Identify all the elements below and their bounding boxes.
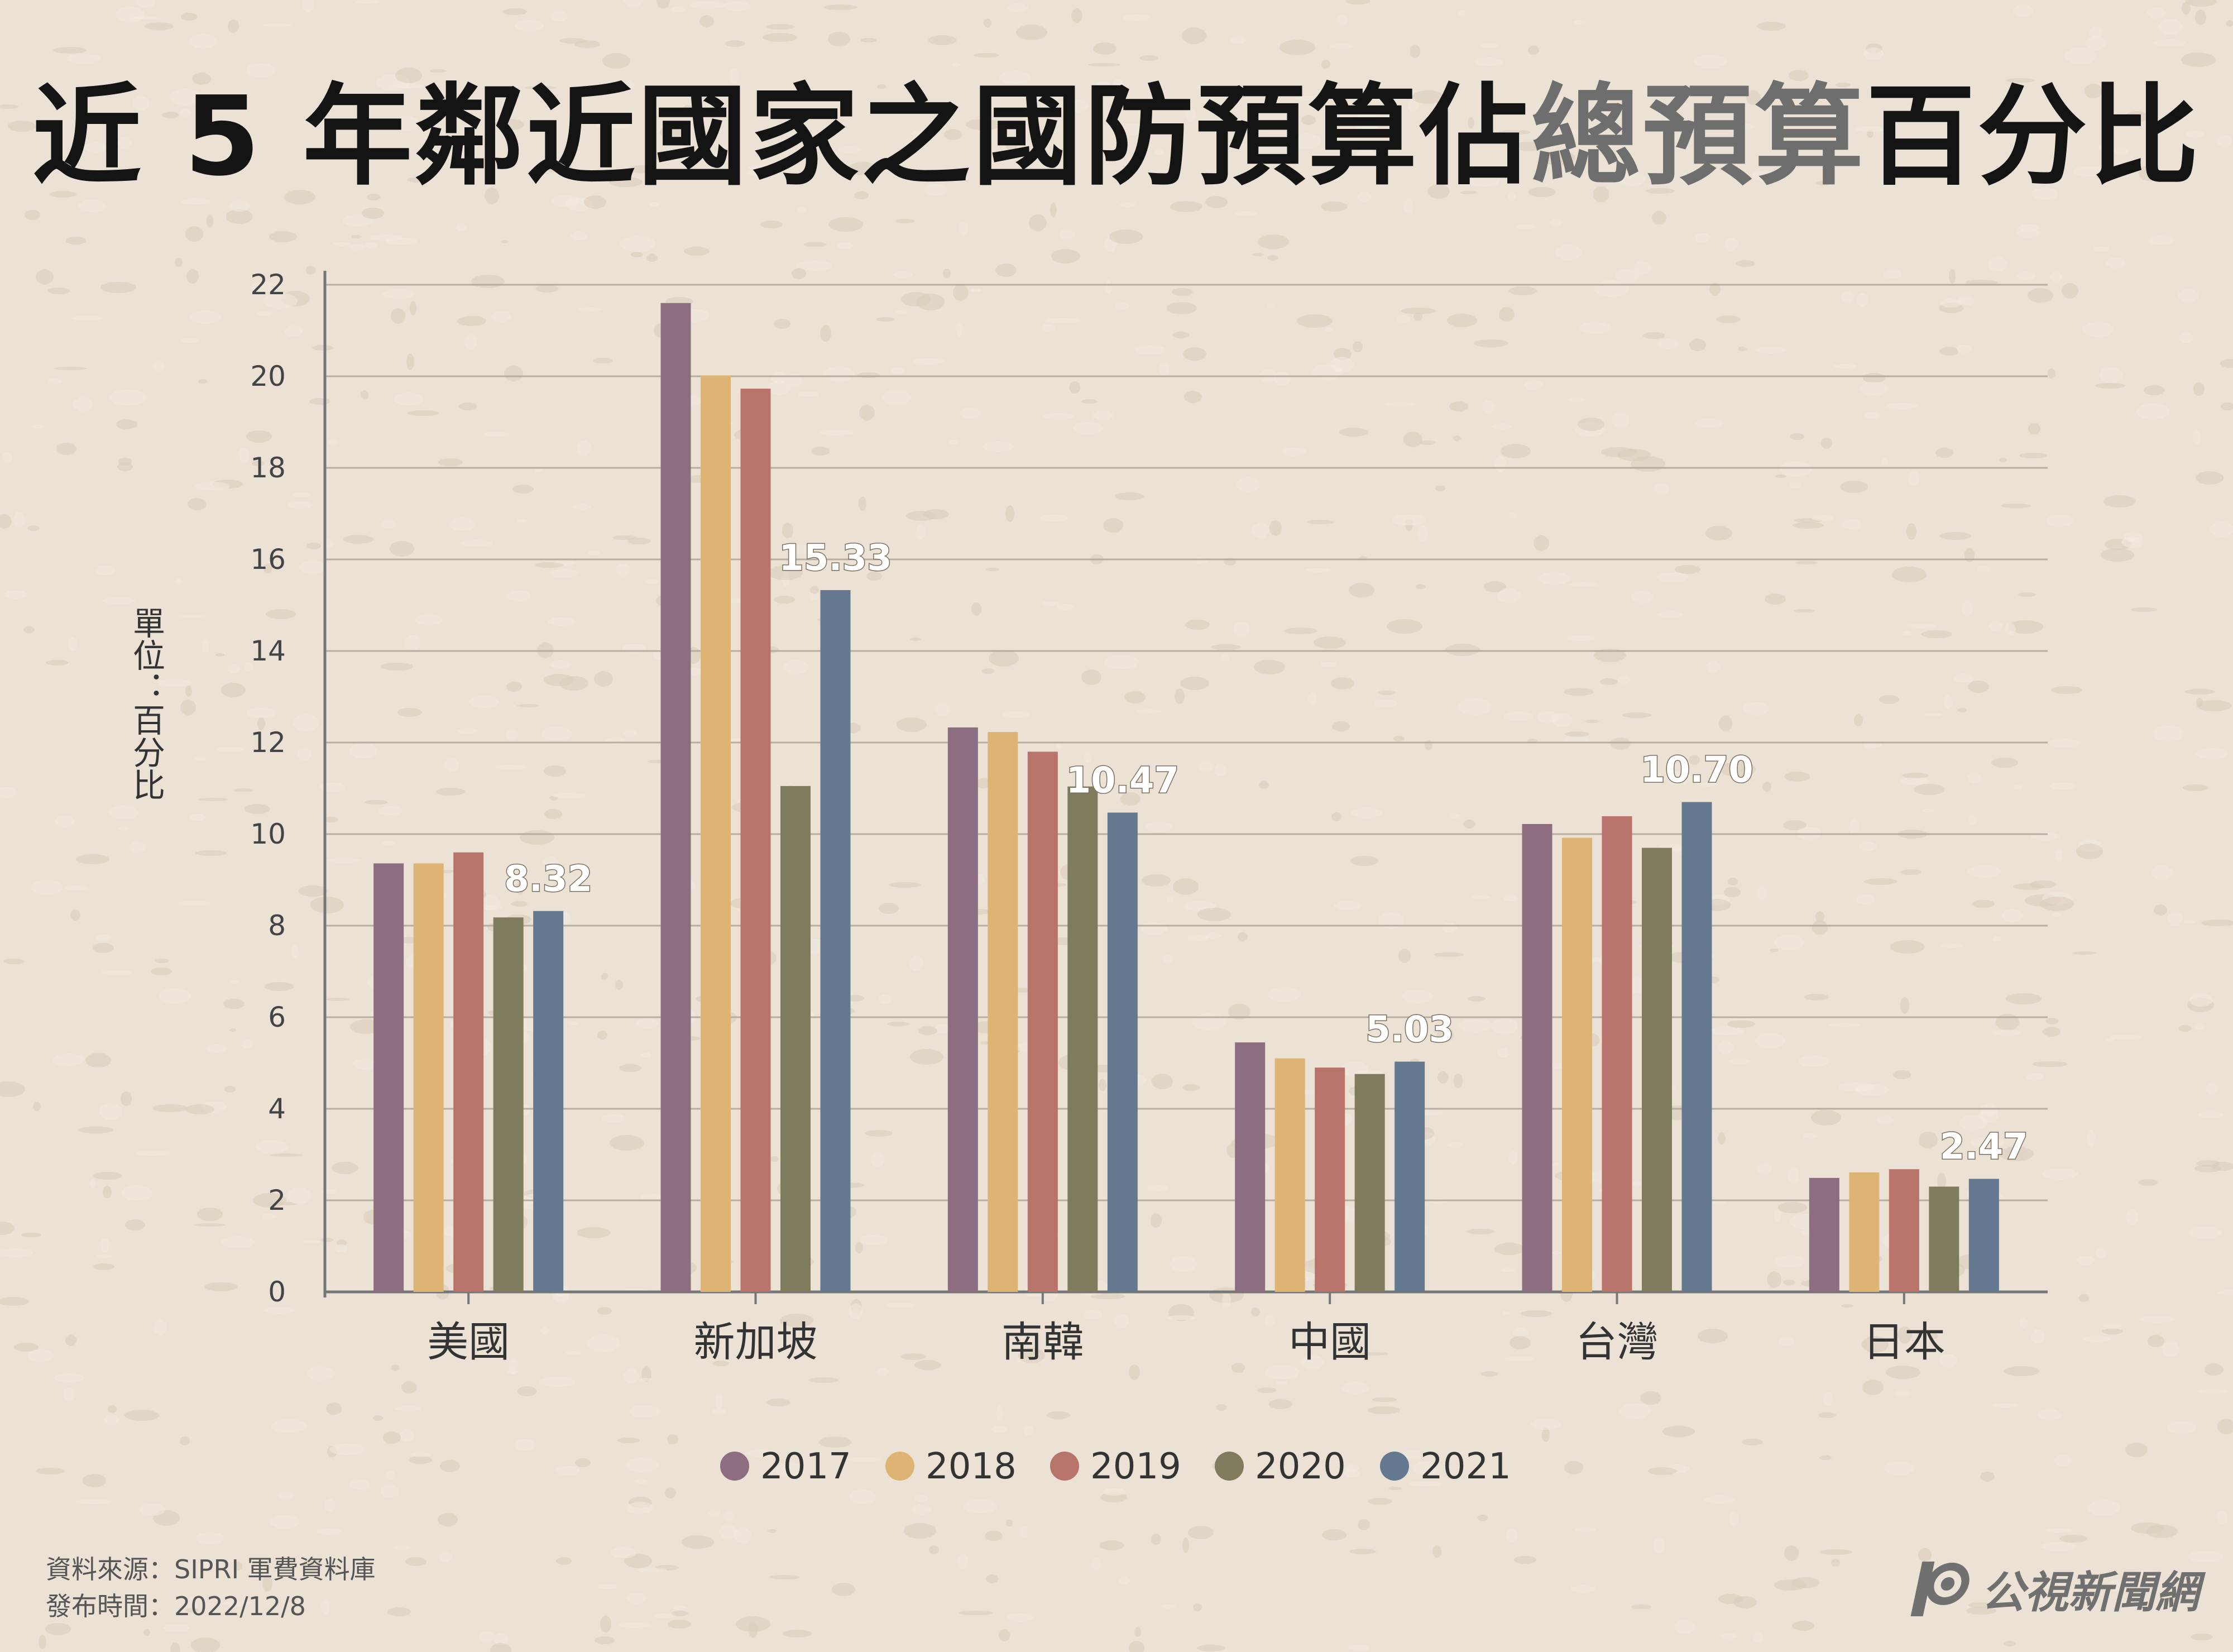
y-tick-label: 14 [250,635,286,667]
legend-marker-2019 [1050,1452,1079,1481]
bar-2017 [660,303,691,1292]
title-part-2: 百分比 [1866,73,2201,200]
legend-label: 2020 [1255,1446,1346,1487]
x-tick-label: 美國 [427,1318,510,1366]
bar-2021 [1968,1179,1999,1292]
bar-2018 [1274,1058,1305,1292]
bar-2017 [1809,1177,1839,1292]
x-tick-label: 新加坡 [694,1318,818,1366]
bar-2020 [1642,847,1672,1292]
y-tick-label: 6 [268,1001,286,1033]
bar-2018 [701,375,731,1292]
y-tick-label: 22 [250,269,286,301]
y-tick-label: 20 [250,360,286,392]
x-tick-label: 日本 [1863,1318,1946,1366]
legend-label: 2018 [926,1446,1017,1487]
bar-2018 [1562,837,1592,1292]
title-part-1: 近 5 年鄰近國家之國防預算佔 [32,73,1531,200]
bar-2021 [1681,802,1712,1292]
legend-marker-2017 [720,1452,749,1481]
legend-marker-2018 [885,1452,914,1481]
x-tick-label: 台灣 [1576,1318,1659,1366]
bar-2019 [453,852,484,1292]
pts-news-logo: 公視新聞網 [1910,1558,2200,1620]
bar-2019 [1027,751,1058,1292]
legend-marker-2020 [1215,1452,1244,1481]
y-axis-label: 單位：百分比 [127,606,165,801]
legend-label: 2019 [1090,1446,1181,1487]
y-tick-label: 2 [268,1184,286,1217]
chart-title: 近 5 年鄰近國家之國防預算佔總預算百分比 [0,48,2233,206]
legend-label: 2017 [760,1446,851,1487]
y-tick-label: 10 [250,818,286,850]
bar-2021 [820,590,851,1292]
legend-marker-2021 [1380,1452,1409,1481]
pts-logo-icon [1905,1558,1980,1620]
bar-2018 [988,732,1018,1292]
data-label: 2.47 [1940,1126,2028,1167]
data-label: 15.33 [779,538,892,579]
bar-2017 [947,727,978,1292]
bar-2018 [1849,1172,1880,1292]
y-tick-label: 18 [250,452,286,484]
bar-2021 [1395,1061,1425,1292]
bar-2020 [1929,1186,1959,1292]
title-highlight: 總預算 [1531,73,1866,200]
footer-notes: 資料來源：SIPRI 軍費資料庫 發布時間：2022/12/8 [46,1551,376,1625]
bar-2018 [413,863,444,1292]
bar-2020 [780,786,811,1292]
bar-2017 [373,863,404,1292]
x-tick-label: 中國 [1288,1318,1371,1366]
y-tick-label: 4 [268,1093,286,1125]
data-label: 10.70 [1640,750,1753,791]
published-date: 發布時間：2022/12/8 [46,1591,306,1621]
bar-2020 [1354,1074,1385,1292]
bar-2020 [1067,786,1098,1292]
logo-text: 公視新聞網 [1981,1568,2200,1618]
bar-2020 [493,917,524,1292]
bar-2019 [1315,1067,1345,1292]
bar-2017 [1522,823,1552,1292]
bar-2019 [740,389,771,1292]
data-label: 10.47 [1066,760,1179,801]
source-note: 資料來源：SIPRI 軍費資料庫 [46,1554,376,1584]
bar-2021 [1107,812,1138,1292]
y-tick-label: 12 [250,726,286,759]
bar-2017 [1235,1042,1266,1292]
y-tick-label: 0 [268,1276,286,1308]
y-tick-label: 8 [268,909,286,942]
legend-label: 2021 [1420,1446,1511,1487]
y-tick-label: 16 [250,543,286,576]
bar-2019 [1889,1169,1919,1292]
bar-2021 [533,911,564,1292]
bar-2019 [1602,816,1632,1292]
x-tick-label: 南韓 [1002,1318,1084,1366]
data-label: 8.32 [504,859,592,900]
data-label: 5.03 [1365,1009,1454,1051]
